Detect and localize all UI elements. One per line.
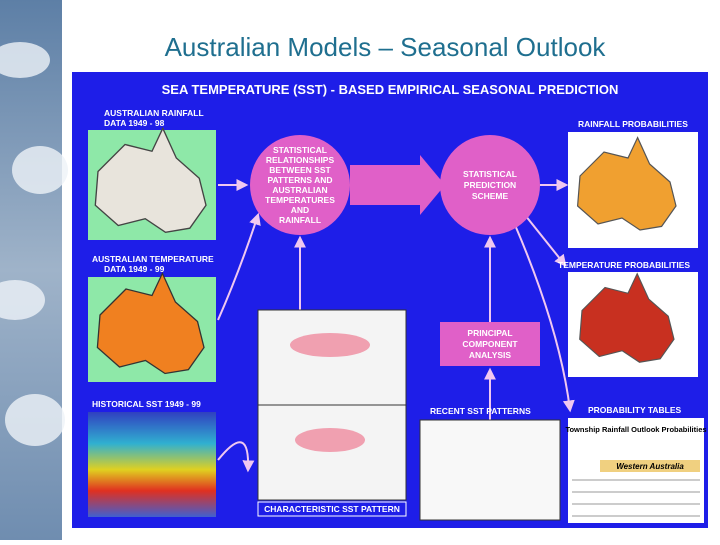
sst-label: RECENT SST PATTERNS: [430, 406, 531, 416]
node-label: TEMPERATURES: [265, 195, 335, 205]
diagram-header: SEA TEMPERATURE (SST) - BASED EMPIRICAL …: [162, 82, 619, 97]
output-label: RAINFALL PROBABILITIES: [578, 119, 688, 129]
node-label: ANALYSIS: [469, 350, 512, 360]
node-label: STATISTICAL: [273, 145, 327, 155]
input-label: AUSTRALIAN TEMPERATURE: [92, 254, 214, 264]
label-box: [257, 501, 407, 517]
input-label: DATA 1949 - 98: [104, 118, 165, 128]
prediction-node: [440, 135, 540, 235]
node-label: AUSTRALIAN: [272, 185, 327, 195]
node-label: PREDICTION: [464, 180, 516, 190]
sst-anomaly: [295, 428, 365, 452]
sst-pattern-image: [257, 309, 407, 406]
node-label: BETWEEN SST: [269, 165, 331, 175]
node-label: PATTERNS AND: [267, 175, 332, 185]
output-label: TEMPERATURE PROBABILITIES: [558, 260, 690, 270]
big-arrow: [350, 155, 445, 215]
region-band: [600, 460, 700, 472]
node-label: STATISTICAL: [463, 169, 517, 179]
table-rules: [572, 479, 700, 517]
node-label: AND: [291, 205, 309, 215]
sst-anomaly: [290, 333, 370, 357]
pca-node: [440, 322, 540, 366]
input-label: AUSTRALIAN RAINFALL: [104, 108, 204, 118]
slide-title: Australian Models – Seasonal Outlook: [165, 32, 607, 62]
node-label: SCHEME: [472, 191, 509, 201]
table-region: Western Australia: [616, 462, 684, 471]
sky-strip: [0, 0, 62, 540]
relationships-node: [250, 135, 350, 235]
historical-sst-map: [88, 412, 216, 517]
arrows: [217, 179, 575, 473]
sst-pattern-image: [257, 404, 407, 501]
sst-label: CHARACTERISTIC SST PATTERN: [264, 504, 400, 514]
table-title: Township Rainfall Outlook Probabilities: [565, 425, 706, 434]
output-label: PROBABILITY TABLES: [588, 405, 682, 415]
input-label: HISTORICAL SST 1949 - 99: [92, 399, 201, 409]
node-label: RAINFALL: [279, 215, 321, 225]
node-label: PRINCIPAL: [467, 328, 512, 338]
node-label: RELATIONSHIPS: [266, 155, 335, 165]
node-label: COMPONENT: [462, 339, 518, 349]
recent-sst-map: [419, 419, 561, 521]
input-label: DATA 1949 - 99: [104, 264, 165, 274]
clouds: [0, 42, 68, 446]
